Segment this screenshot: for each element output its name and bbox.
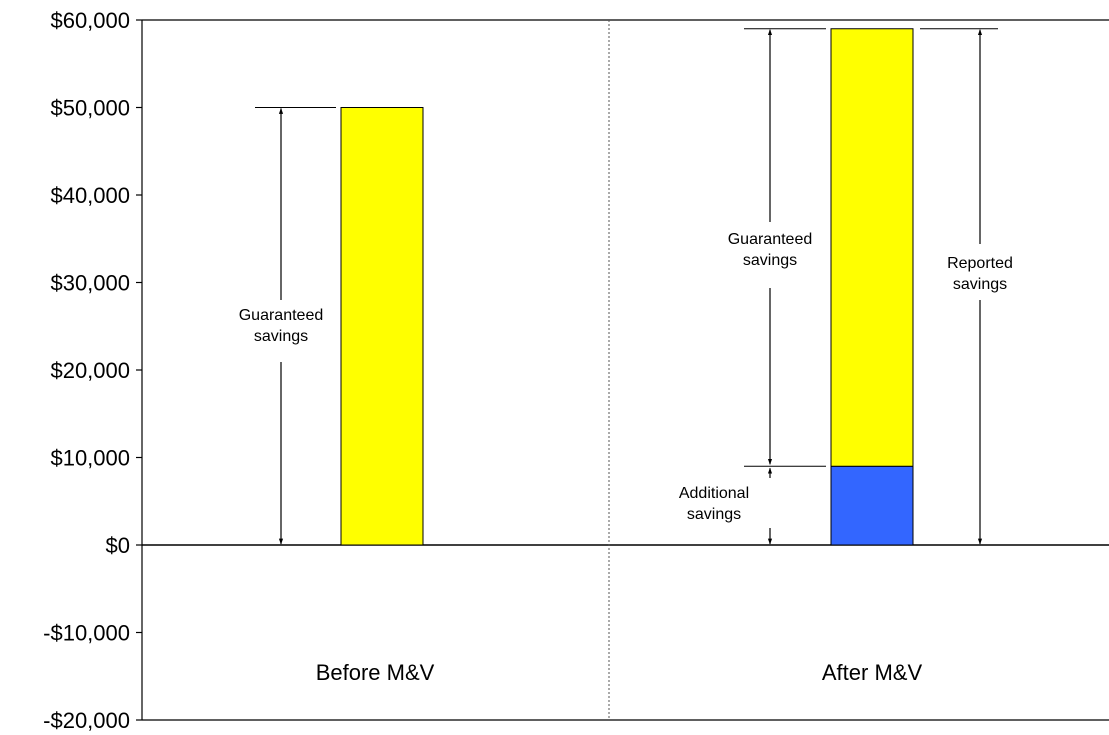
category-label: Before M&V: [316, 660, 435, 685]
annotation-label: Guaranteed: [728, 231, 813, 248]
bar-segment: [830, 465, 914, 546]
annotation-label: Additional: [679, 485, 749, 502]
y-tick-label: $60,000: [50, 8, 130, 33]
annotation-label: Guaranteed: [239, 307, 324, 324]
annotation-label: savings: [953, 276, 1007, 293]
y-tick-label: $30,000: [50, 271, 130, 296]
y-tick-label: $10,000: [50, 446, 130, 471]
category-label: After M&V: [822, 660, 923, 685]
y-tick-label: $0: [106, 533, 130, 558]
y-tick-label: $50,000: [50, 96, 130, 121]
annotation-label: savings: [254, 328, 308, 345]
annotation-label: savings: [687, 506, 741, 523]
annotation-label: Reported: [947, 255, 1013, 272]
bar-segment: [340, 107, 424, 546]
y-tick-label: $40,000: [50, 183, 130, 208]
y-tick-label: -$20,000: [43, 708, 130, 733]
annotation-label: savings: [743, 252, 797, 269]
y-tick-label: $20,000: [50, 358, 130, 383]
bar-segment: [830, 28, 914, 467]
y-tick-label: -$10,000: [43, 621, 130, 646]
